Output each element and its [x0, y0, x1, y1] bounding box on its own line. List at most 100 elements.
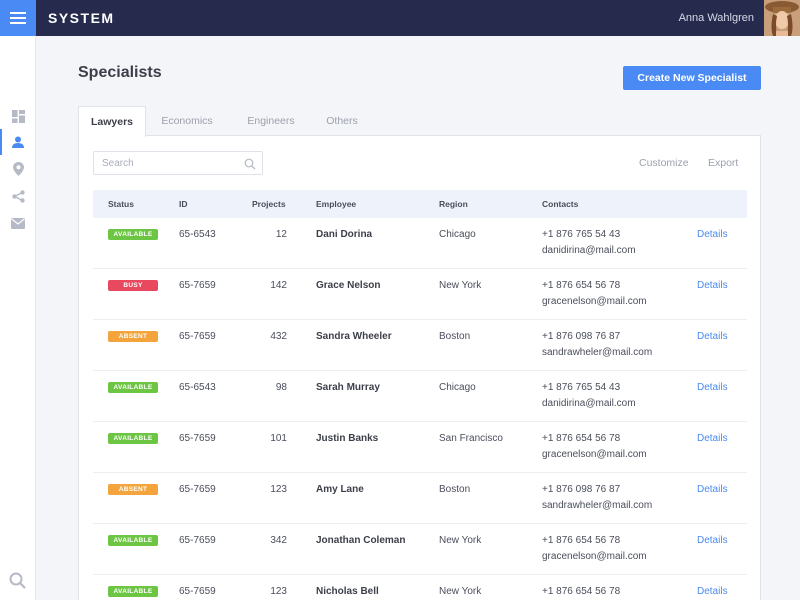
- contact-email[interactable]: sandrawheler@mail.com: [542, 500, 653, 511]
- hamburger-menu-icon[interactable]: [0, 0, 36, 36]
- column-header-region[interactable]: Region: [439, 199, 468, 209]
- table-row[interactable]: AVAILABLE 65-7659 342 Jonathan Coleman New Y…: [93, 524, 747, 575]
- table-row[interactable]: AVAILABLE 65-6543 98 Sarah Murray Chicago +1 …: [93, 371, 747, 422]
- employee-name[interactable]: Justin Banks: [316, 433, 379, 444]
- specialist-id: 65-7659: [179, 331, 216, 342]
- projects-count: 342: [270, 535, 287, 546]
- app-brand: SYSTEM: [48, 10, 115, 26]
- location-icon[interactable]: [0, 158, 36, 180]
- details-link[interactable]: Details: [697, 586, 728, 597]
- region: New York: [439, 535, 482, 546]
- status-badge: AVAILABLE: [108, 229, 158, 240]
- contact-email[interactable]: gracenelson@mail.com: [542, 296, 647, 307]
- tab-engineers[interactable]: Engineers: [247, 115, 295, 127]
- column-header-status[interactable]: Status: [108, 199, 134, 209]
- status-badge: AVAILABLE: [108, 433, 158, 444]
- employee-name[interactable]: Sandra Wheeler: [316, 331, 392, 342]
- region: San Francisco: [439, 433, 503, 444]
- table-row[interactable]: AVAILABLE 65-7659 101 Justin Banks San Franc…: [93, 422, 747, 473]
- projects-count: 101: [270, 433, 287, 444]
- employee-name[interactable]: Dani Dorina: [316, 229, 373, 240]
- top-bar: SYSTEM Anna Wahlgren: [0, 0, 800, 36]
- contact-phone: +1 876 654 56 78: [542, 280, 621, 291]
- contact-email[interactable]: danidirina@mail.com: [542, 245, 636, 256]
- customize-link[interactable]: Customize: [639, 157, 689, 169]
- search-icon[interactable]: [244, 157, 256, 175]
- avatar[interactable]: [764, 0, 800, 36]
- contact-phone: +1 876 654 56 78: [542, 535, 621, 546]
- region: New York: [439, 280, 482, 291]
- contact-phone: +1 876 765 54 43: [542, 382, 621, 393]
- status-badge: BUSY: [108, 280, 158, 291]
- specialist-id: 65-7659: [179, 535, 216, 546]
- table-row[interactable]: BUSY 65-7659 142 Grace Nelson New York +1 876…: [93, 269, 747, 320]
- region: New York: [439, 586, 482, 597]
- details-link[interactable]: Details: [697, 535, 728, 546]
- table-header: Status ID Projects Employee Region Conta…: [93, 190, 747, 218]
- specialist-id: 65-6543: [179, 382, 216, 393]
- region: Chicago: [439, 229, 476, 240]
- details-link[interactable]: Details: [697, 280, 728, 291]
- search-input[interactable]: [94, 152, 234, 174]
- tab-economics[interactable]: Economics: [161, 115, 213, 127]
- table-row[interactable]: AVAILABLE 65-7659 123 Nicholas Bell New York…: [93, 575, 747, 600]
- user-icon[interactable]: [0, 129, 36, 155]
- status-badge: ABSENT: [108, 331, 158, 342]
- tab-lawyers[interactable]: Lawyers: [78, 106, 146, 137]
- create-new-specialist-button[interactable]: Create New Specialist: [623, 66, 761, 90]
- employee-name[interactable]: Amy Lane: [316, 484, 364, 495]
- projects-count: 12: [275, 229, 287, 240]
- region: Chicago: [439, 382, 476, 393]
- projects-count: 123: [270, 484, 287, 495]
- contact-phone: +1 876 098 76 87: [542, 331, 621, 342]
- contact-phone: +1 876 654 56 78: [542, 433, 621, 444]
- column-header-contacts[interactable]: Contacts: [542, 199, 579, 209]
- contact-phone: +1 876 654 56 78: [542, 586, 621, 597]
- specialist-id: 65-7659: [179, 484, 216, 495]
- contact-email[interactable]: sandrawheler@mail.com: [542, 347, 653, 358]
- specialist-id: 65-6543: [179, 229, 216, 240]
- projects-count: 142: [270, 280, 287, 291]
- search-box: [93, 151, 263, 175]
- table-row[interactable]: AVAILABLE 65-6543 12 Dani Dorina Chicago +1 8…: [93, 218, 747, 269]
- status-badge: AVAILABLE: [108, 535, 158, 546]
- details-link[interactable]: Details: [697, 433, 728, 444]
- status-badge: ABSENT: [108, 484, 158, 495]
- search-icon[interactable]: [9, 572, 26, 594]
- details-link[interactable]: Details: [697, 229, 728, 240]
- column-header-projects[interactable]: Projects: [252, 199, 286, 209]
- projects-count: 98: [275, 382, 287, 393]
- employee-name[interactable]: Sarah Murray: [316, 382, 380, 393]
- contact-email[interactable]: danidirina@mail.com: [542, 398, 636, 409]
- share-icon[interactable]: [0, 185, 36, 207]
- region: Boston: [439, 331, 471, 342]
- projects-count: 432: [270, 331, 287, 342]
- details-link[interactable]: Details: [697, 382, 728, 393]
- employee-name[interactable]: Jonathan Coleman: [316, 535, 406, 546]
- details-link[interactable]: Details: [697, 331, 728, 342]
- specialist-id: 65-7659: [179, 280, 216, 291]
- table-row[interactable]: ABSENT 65-7659 432 Sandra Wheeler Boston +1 8…: [93, 320, 747, 371]
- user-name[interactable]: Anna Wahlgren: [678, 12, 754, 24]
- projects-count: 123: [270, 586, 287, 597]
- page-title: Specialists: [78, 64, 162, 81]
- status-badge: AVAILABLE: [108, 586, 158, 597]
- column-header-id[interactable]: ID: [179, 199, 188, 209]
- contact-phone: +1 876 098 76 87: [542, 484, 621, 495]
- tab-others[interactable]: Others: [326, 115, 358, 127]
- specialist-id: 65-7659: [179, 586, 216, 597]
- contact-email[interactable]: gracenelson@mail.com: [542, 551, 647, 562]
- sidebar: [0, 36, 36, 600]
- details-link[interactable]: Details: [697, 484, 728, 495]
- specialist-id: 65-7659: [179, 433, 216, 444]
- dashboard-icon[interactable]: [0, 105, 36, 127]
- employee-name[interactable]: Grace Nelson: [316, 280, 381, 291]
- employee-name[interactable]: Nicholas Bell: [316, 586, 379, 597]
- region: Boston: [439, 484, 471, 495]
- status-badge: AVAILABLE: [108, 382, 158, 393]
- mail-icon[interactable]: [0, 212, 36, 234]
- table-row[interactable]: ABSENT 65-7659 123 Amy Lane Boston +1 876 098…: [93, 473, 747, 524]
- column-header-employee[interactable]: Employee: [316, 199, 357, 209]
- contact-email[interactable]: gracenelson@mail.com: [542, 449, 647, 460]
- export-link[interactable]: Export: [708, 157, 739, 169]
